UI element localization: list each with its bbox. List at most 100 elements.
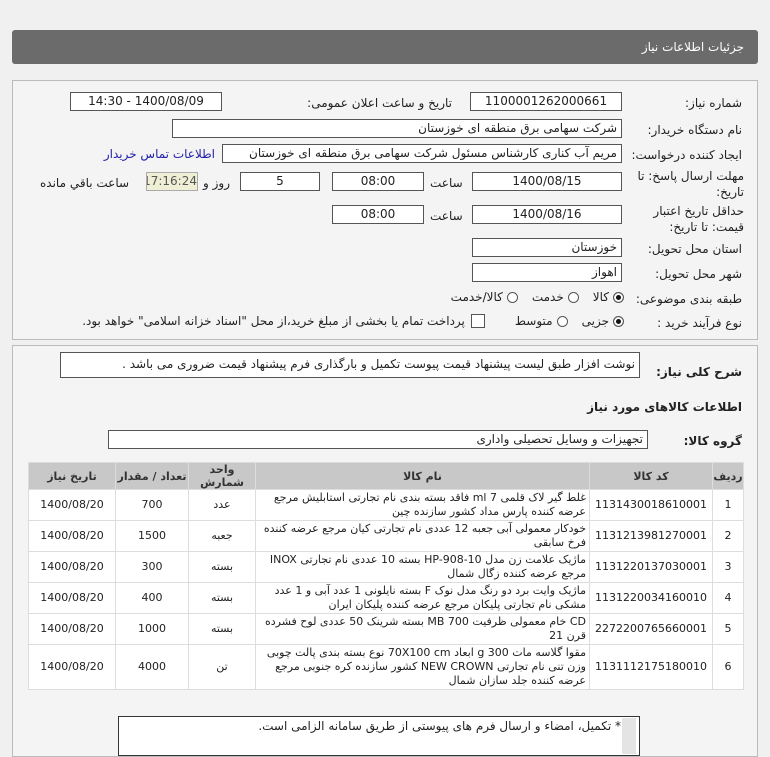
process-radio-group: جزیی متوسط پرداخت تمام یا بخشی از مبلغ خ…	[16, 314, 624, 328]
radio-icon[interactable]	[506, 291, 518, 303]
buyer-label: نام دستگاه خریدار:	[647, 123, 743, 137]
unit-cell: بسته	[189, 552, 255, 582]
quantity-cell: 400	[116, 583, 188, 613]
remaining-time-field: 17:16:24	[146, 172, 198, 191]
page-title: جزئیات اطلاعات نیاز	[641, 40, 744, 54]
unit-cell: بسته	[189, 583, 255, 613]
quantity-cell: 4000	[116, 645, 188, 689]
deadline-date-field: 1400/08/15	[472, 172, 622, 191]
header-date: تاریخ نیاز	[29, 463, 115, 489]
need-date-cell: 1400/08/20	[29, 552, 115, 582]
process-label: نوع فرآیند خرید :	[657, 316, 742, 330]
table-header-row: ردیف کد کالا نام کالا واحد شمارش تعداد /…	[29, 463, 743, 489]
unit-cell: عدد	[189, 490, 255, 520]
notes-scrollbar[interactable]	[622, 718, 636, 754]
treasury-payment-option[interactable]: پرداخت تمام یا بخشی از مبلغ خرید،از محل …	[82, 314, 485, 328]
item-name-cell: ماژیک وایت برد دو رنگ مدل نوک F بسته نای…	[256, 583, 589, 613]
goods-table: ردیف کد کالا نام کالا واحد شمارش تعداد /…	[28, 462, 744, 690]
header-name: نام کالا	[256, 463, 589, 489]
buyer-contact-link[interactable]: اطلاعات تماس خریدار	[103, 147, 215, 161]
quantity-cell: 1500	[116, 521, 188, 551]
item-code-cell: 2272200765660001	[590, 614, 712, 644]
group-field: تجهیزات و وسایل تحصیلی واداری	[108, 430, 648, 449]
item-name-cell: CD خام معمولی ظرفیت 700 MB بسته شرینک 50…	[256, 614, 589, 644]
radio-icon[interactable]	[567, 291, 579, 303]
days-label: روز و	[203, 176, 230, 190]
validity-label: حداقل تاریخ اعتبار قیمت: تا تاریخ:	[653, 204, 744, 234]
deadline-time-label: ساعت	[430, 176, 463, 190]
row-number-cell: 6	[713, 645, 743, 689]
deadline-label: مهلت ارسال پاسخ: تا تاریخ:	[637, 169, 744, 199]
item-name-cell: ماژیک علامت زن مدل HP-908-10 بسته 10 عدد…	[256, 552, 589, 582]
quantity-cell: 700	[116, 490, 188, 520]
deadline-time-field: 08:00	[332, 172, 424, 191]
page-header: جزئیات اطلاعات نیاز	[12, 30, 758, 64]
table-row: 1 1131430018610001 غلط گیر لاک قلمی 7 ml ف…	[29, 490, 743, 520]
need-number-label: شماره نیاز:	[685, 96, 742, 110]
item-code-cell: 1131220137030001	[590, 552, 712, 582]
goods-heading: اطلاعات کالاهای مورد نیاز	[587, 400, 742, 414]
need-date-cell: 1400/08/20	[29, 521, 115, 551]
validity-time-label: ساعت	[430, 209, 463, 223]
category-label: طبقه بندی موضوعی:	[635, 292, 742, 306]
days-field: 5	[240, 172, 320, 191]
radio-selected-icon[interactable]	[613, 315, 624, 327]
item-code-cell: 1131213981270001	[590, 521, 712, 551]
group-label: گروه کالا:	[683, 434, 742, 448]
creator-label: ایجاد کننده درخواست:	[631, 148, 742, 162]
province-field: خوزستان	[472, 238, 622, 257]
quantity-cell: 300	[116, 552, 188, 582]
remaining-label: ساعت باقي مانده	[40, 176, 130, 190]
category-option-goods[interactable]: کالا	[593, 290, 624, 304]
header-unit: واحد شمارش	[189, 463, 255, 489]
process-option-minor[interactable]: جزیی	[582, 314, 624, 328]
need-date-cell: 1400/08/20	[29, 490, 115, 520]
city-label: شهر محل تحویل:	[655, 267, 742, 281]
table-row: 2 1131213981270001 خودکار معمولی آبی جعبه …	[29, 521, 743, 551]
row-number-cell: 3	[713, 552, 743, 582]
category-option-goods-service[interactable]: کالا/خدمت	[451, 290, 518, 304]
row-number-cell: 2	[713, 521, 743, 551]
item-name-cell: غلط گیر لاک قلمی 7 ml فاقد بسته بندی نام…	[256, 490, 589, 520]
validity-time-field: 08:00	[332, 205, 424, 224]
need-date-cell: 1400/08/20	[29, 583, 115, 613]
description-label: شرح کلی نیاز:	[656, 365, 742, 379]
item-code-cell: 1131430018610001	[590, 490, 712, 520]
table-row: 4 1131220034160010 ماژیک وایت برد دو رنگ م…	[29, 583, 743, 613]
city-field: اهواز	[472, 263, 622, 282]
header-code: کد کالا	[590, 463, 712, 489]
announce-label: تاریخ و ساعت اعلان عمومی:	[307, 96, 452, 110]
unit-cell: بسته	[189, 614, 255, 644]
validity-date-field: 1400/08/16	[472, 205, 622, 224]
unit-cell: تن	[189, 645, 255, 689]
header-row-number: ردیف	[713, 463, 743, 489]
process-option-medium[interactable]: متوسط	[515, 314, 568, 328]
creator-field: مریم آب کناری کارشناس مسئول شرکت سهامی ب…	[222, 144, 622, 163]
notes-textarea[interactable]: * تکمیل، امضاء و ارسال فرم های پیوستی از…	[118, 716, 640, 756]
table-row: 5 2272200765660001 CD خام معمولی ظرفیت 700…	[29, 614, 743, 644]
header-quantity: تعداد / مقدار	[116, 463, 188, 489]
category-option-service[interactable]: خدمت	[532, 290, 579, 304]
item-name-cell: خودکار معمولی آبی جعبه 12 عددی نام تجارت…	[256, 521, 589, 551]
province-label: استان محل تحویل:	[647, 242, 742, 256]
description-field: نوشت افزار طبق لیست پیشنهاد قیمت پیوست ت…	[60, 352, 640, 378]
table-row: 6 1131112175180010 مقوا گلاسه مات 300 g اب…	[29, 645, 743, 689]
unit-cell: جعبه	[189, 521, 255, 551]
category-radio-group: کالا خدمت کالا/خدمت	[451, 290, 624, 304]
radio-selected-icon[interactable]	[613, 291, 624, 303]
treasury-payment-checkbox[interactable]	[470, 314, 485, 328]
need-date-cell: 1400/08/20	[29, 614, 115, 644]
item-name-cell: مقوا گلاسه مات 300 g ابعاد 70X100 cm نوع…	[256, 645, 589, 689]
need-number-field: 1100001262000661	[470, 92, 622, 111]
item-code-cell: 1131220034160010	[590, 583, 712, 613]
goods-table-body: 1 1131430018610001 غلط گیر لاک قلمی 7 ml ف…	[29, 490, 743, 689]
row-number-cell: 1	[713, 490, 743, 520]
need-date-cell: 1400/08/20	[29, 645, 115, 689]
buyer-field: شرکت سهامی برق منطقه ای خوزستان	[172, 119, 622, 138]
quantity-cell: 1000	[116, 614, 188, 644]
announce-field: 1400/08/09 - 14:30	[70, 92, 222, 111]
item-code-cell: 1131112175180010	[590, 645, 712, 689]
radio-icon[interactable]	[556, 315, 568, 327]
payment-note: پرداخت تمام یا بخشی از مبلغ خرید،از محل …	[82, 314, 465, 328]
row-number-cell: 4	[713, 583, 743, 613]
